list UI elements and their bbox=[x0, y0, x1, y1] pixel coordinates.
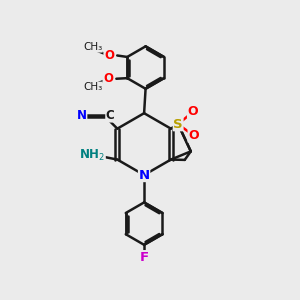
Text: N: N bbox=[139, 169, 150, 182]
Text: CH₃: CH₃ bbox=[83, 42, 102, 52]
Text: N: N bbox=[77, 109, 87, 122]
Text: CH₃: CH₃ bbox=[83, 82, 102, 92]
Text: O: O bbox=[104, 49, 114, 62]
Text: C: C bbox=[106, 109, 114, 122]
Text: O: O bbox=[103, 72, 113, 85]
Text: S: S bbox=[173, 118, 183, 131]
Text: O: O bbox=[188, 129, 199, 142]
Text: F: F bbox=[140, 251, 149, 264]
Text: NH$_2$: NH$_2$ bbox=[80, 148, 105, 163]
Text: O: O bbox=[188, 105, 198, 118]
